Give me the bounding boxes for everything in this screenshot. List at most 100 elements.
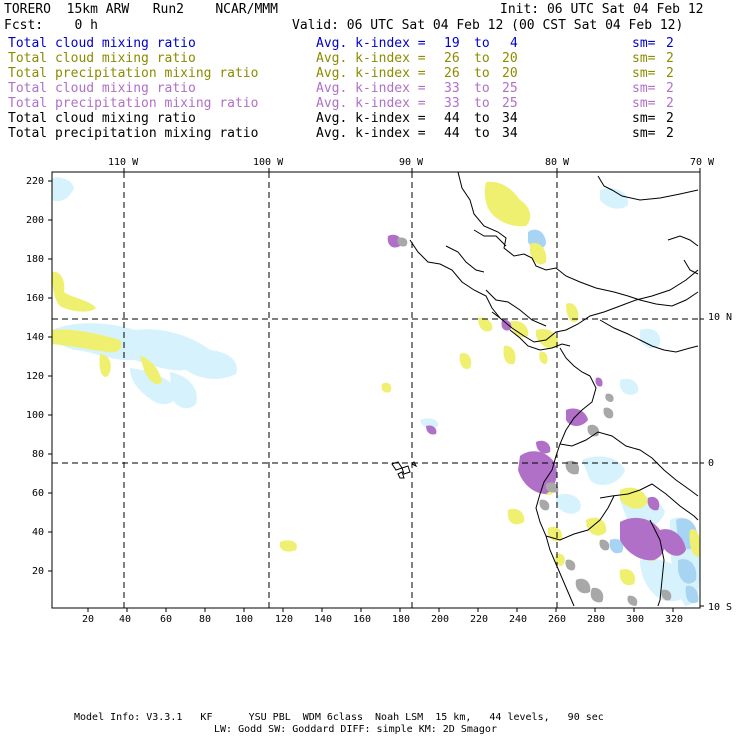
x-tick: 180 bbox=[392, 614, 411, 625]
top-ticks bbox=[123, 168, 701, 172]
left-ticks bbox=[48, 180, 52, 572]
legend-to-7: to bbox=[474, 126, 490, 141]
y-tick: 220 bbox=[26, 176, 45, 187]
x-tick: 200 bbox=[431, 614, 450, 625]
legend-field-7: Total precipitation mixing ratio bbox=[8, 126, 259, 141]
y-tick: 200 bbox=[26, 215, 45, 226]
legend-k2-3: 20 bbox=[502, 66, 518, 81]
legend-avg-3: Avg. k-index = bbox=[316, 66, 426, 81]
legend-to-5: to bbox=[474, 96, 490, 111]
y-tick: 160 bbox=[26, 293, 45, 304]
legend-k2-4: 25 bbox=[502, 81, 518, 96]
x-tick: 280 bbox=[587, 614, 606, 625]
legend-to-1: to bbox=[474, 36, 490, 51]
legend-to-4: to bbox=[474, 81, 490, 96]
legend-k2-6: 34 bbox=[502, 111, 518, 126]
y-tick: 120 bbox=[26, 371, 45, 382]
plot-frame bbox=[51, 171, 701, 609]
lon-label-100w: 100 W bbox=[253, 157, 284, 168]
legend-avg-5: Avg. k-index = bbox=[316, 96, 426, 111]
y-tick: 80 bbox=[32, 449, 45, 460]
lon-label-90w: 90 W bbox=[399, 157, 424, 168]
legend-sm-2: sm= bbox=[632, 51, 656, 66]
legend-smv-4: 2 bbox=[666, 81, 674, 96]
model-info: Model Info: V3.3.1 KF YSU PBL WDM 6class… bbox=[74, 712, 604, 723]
legend-k1-3: 26 bbox=[444, 66, 460, 81]
x-tick: 140 bbox=[314, 614, 333, 625]
legend-sm-7: sm= bbox=[632, 126, 656, 141]
precip-field-yellow bbox=[52, 181, 701, 586]
legend-sm-5: sm= bbox=[632, 96, 656, 111]
legend-field-5: Total precipitation mixing ratio bbox=[8, 96, 259, 111]
lon-label-110w: 110 W bbox=[108, 157, 139, 168]
lat-label-10n: 10 N bbox=[708, 312, 733, 323]
legend-to-3: to bbox=[474, 66, 490, 81]
legend-k2-1: 4 bbox=[510, 36, 518, 51]
legend-to-6: to bbox=[474, 111, 490, 126]
precip-field-gray bbox=[397, 237, 672, 606]
legend-to-2: to bbox=[474, 51, 490, 66]
legend-k1-6: 44 bbox=[444, 111, 460, 126]
legend-field-4: Total cloud mixing ratio bbox=[8, 81, 196, 96]
legend-k1-2: 26 bbox=[444, 51, 460, 66]
y-tick: 100 bbox=[26, 410, 45, 421]
legend-smv-1: 2 bbox=[666, 36, 674, 51]
forecast-hour: Fcst: 0 h bbox=[4, 18, 98, 33]
x-tick: 120 bbox=[275, 614, 294, 625]
legend-k1-7: 44 bbox=[444, 126, 460, 141]
x-tick: 220 bbox=[470, 614, 489, 625]
lat-label-10s: 10 S bbox=[708, 602, 733, 613]
precip-field-purple bbox=[387, 234, 686, 561]
legend-k1-4: 33 bbox=[444, 81, 460, 96]
x-tick: 20 bbox=[82, 614, 95, 625]
legend-avg-4: Avg. k-index = bbox=[316, 81, 426, 96]
x-tick: 40 bbox=[119, 614, 132, 625]
x-tick: 320 bbox=[665, 614, 684, 625]
model-title: TORERO 15km ARW Run2 NCAR/MMM bbox=[4, 2, 278, 17]
x-tick: 260 bbox=[548, 614, 567, 625]
legend-sm-4: sm= bbox=[632, 81, 656, 96]
lat-label-0: 0 bbox=[708, 458, 715, 469]
legend-smv-2: 2 bbox=[666, 51, 674, 66]
legend-avg-1: Avg. k-index = bbox=[316, 36, 426, 51]
legend-field-2: Total cloud mixing ratio bbox=[8, 51, 196, 66]
lon-label-80w: 80 W bbox=[545, 157, 570, 168]
legend-smv-7: 2 bbox=[666, 126, 674, 141]
y-tick: 40 bbox=[32, 527, 45, 538]
legend-avg-7: Avg. k-index = bbox=[316, 126, 426, 141]
legend-field-1: Total cloud mixing ratio bbox=[8, 36, 196, 51]
physics-info: LW: Godd SW: Goddard DIFF: simple KM: 2D… bbox=[214, 724, 497, 735]
legend-smv-3: 2 bbox=[666, 66, 674, 81]
legend-smv-5: 2 bbox=[666, 96, 674, 111]
y-tick: 60 bbox=[32, 488, 45, 499]
y-tick: 20 bbox=[32, 566, 45, 577]
legend-field-6: Total cloud mixing ratio bbox=[8, 111, 196, 126]
x-tick: 100 bbox=[235, 614, 254, 625]
y-tick: 140 bbox=[26, 332, 45, 343]
bottom-ticks bbox=[87, 608, 674, 612]
legend-sm-6: sm= bbox=[632, 111, 656, 126]
y-tick: 180 bbox=[26, 254, 45, 265]
lon-label-70w: 70 W bbox=[690, 157, 715, 168]
legend-k1-5: 33 bbox=[444, 96, 460, 111]
right-ticks bbox=[700, 318, 704, 607]
valid-time: Valid: 06 UTC Sat 04 Feb 12 (00 CST Sat … bbox=[292, 18, 684, 33]
legend-sm-3: sm= bbox=[632, 66, 656, 81]
init-time: Init: 06 UTC Sat 04 Feb 12 bbox=[500, 2, 704, 17]
x-tick: 300 bbox=[626, 614, 645, 625]
grid-lines bbox=[52, 172, 700, 608]
legend-field-3: Total precipitation mixing ratio bbox=[8, 66, 259, 81]
legend-k2-7: 34 bbox=[502, 126, 518, 141]
x-tick: 80 bbox=[199, 614, 212, 625]
legend-avg-2: Avg. k-index = bbox=[316, 51, 426, 66]
legend-smv-6: 2 bbox=[666, 111, 674, 126]
legend-k1-1: 19 bbox=[444, 36, 460, 51]
legend-avg-6: Avg. k-index = bbox=[316, 111, 426, 126]
x-tick: 160 bbox=[353, 614, 372, 625]
legend-k2-5: 25 bbox=[502, 96, 518, 111]
legend-sm-1: sm= bbox=[632, 36, 656, 51]
x-tick: 240 bbox=[509, 614, 528, 625]
x-tick: 60 bbox=[160, 614, 173, 625]
legend-k2-2: 20 bbox=[502, 51, 518, 66]
